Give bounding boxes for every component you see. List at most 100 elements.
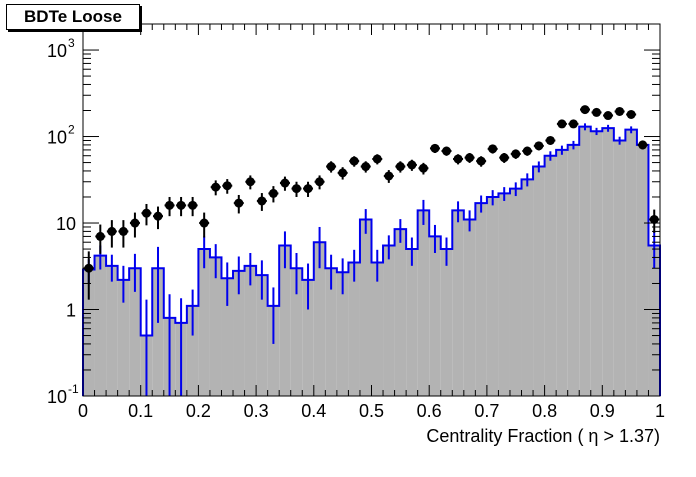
histogram-bar <box>394 229 407 396</box>
data-point <box>234 198 244 208</box>
y-tick-label-exponent: 2 <box>68 123 75 137</box>
histogram-bar <box>406 249 418 396</box>
histogram-bar <box>452 210 464 396</box>
histogram-bar <box>544 155 557 396</box>
data-point <box>349 156 359 166</box>
y-tick-label-base: 10 <box>47 387 67 407</box>
histogram-bar <box>302 279 314 396</box>
histogram-bar <box>267 305 280 396</box>
data-point <box>303 184 313 194</box>
histogram-bar <box>636 144 649 396</box>
data-point <box>568 119 578 129</box>
y-tick-label: 1 <box>66 301 76 321</box>
histogram-bar <box>221 278 234 396</box>
x-tick-label: 0.9 <box>590 401 615 421</box>
data-point <box>488 144 498 154</box>
histogram-bar <box>417 210 430 396</box>
data-point <box>418 163 428 173</box>
data-point <box>522 146 532 156</box>
data-point <box>188 200 198 210</box>
histogram-bar <box>152 268 164 396</box>
histogram-bar <box>613 140 626 396</box>
histogram-bar <box>117 279 130 396</box>
histogram-bar <box>279 245 291 396</box>
data-point <box>118 226 128 236</box>
data-point <box>615 106 625 116</box>
data-point <box>580 105 590 115</box>
data-point <box>603 111 613 121</box>
data-point <box>153 211 163 221</box>
histogram-bar <box>198 249 210 396</box>
x-tick-label: 0.1 <box>128 401 153 421</box>
data-point <box>165 200 175 210</box>
histogram-bar <box>625 129 637 396</box>
histogram-bar <box>567 144 580 396</box>
data-point <box>338 168 348 178</box>
histogram-bar <box>579 126 591 396</box>
x-tick-label: 0 <box>78 401 88 421</box>
histogram-bar <box>429 236 441 396</box>
data-point <box>176 200 186 210</box>
data-point <box>499 153 509 163</box>
histogram-bar <box>498 193 510 396</box>
x-tick-label: 0.5 <box>359 401 384 421</box>
histogram-bar <box>209 257 222 396</box>
chart-title: BDTe Loose <box>6 4 140 30</box>
histogram-bar <box>590 131 603 396</box>
data-point <box>407 160 417 170</box>
data-point <box>511 149 521 159</box>
data-point <box>534 141 544 151</box>
x-tick-label: 0.7 <box>474 401 499 421</box>
data-point <box>476 156 486 166</box>
data-point <box>245 177 255 187</box>
data-point <box>315 177 325 187</box>
y-tick-label-exponent: -1 <box>68 382 79 396</box>
data-point <box>268 188 278 198</box>
x-tick-label: 0.2 <box>186 401 211 421</box>
x-tick-label: 1 <box>655 401 665 421</box>
histogram-bar <box>486 196 499 396</box>
data-point <box>649 214 659 224</box>
x-axis-title: Centrality Fraction ( η > 1.37) <box>426 426 660 446</box>
x-tick-label: 0.6 <box>417 401 442 421</box>
data-point <box>592 107 602 117</box>
data-point <box>141 208 151 218</box>
histogram-bar <box>602 128 614 396</box>
histogram-bar <box>383 245 395 396</box>
x-tick-label: 0.4 <box>301 401 326 421</box>
x-tick-label: 0.3 <box>244 401 269 421</box>
histogram-bar <box>244 265 257 396</box>
histogram-bar <box>83 269 95 396</box>
histogram-bar <box>440 249 453 396</box>
data-point <box>361 162 371 172</box>
outline-histogram-line <box>82 125 661 396</box>
histogram-bar <box>533 166 545 396</box>
data-point <box>442 146 452 156</box>
data-point <box>465 153 475 163</box>
histogram-bar <box>233 270 245 396</box>
data-point <box>557 119 567 129</box>
y-tick-label-base: 10 <box>47 41 67 61</box>
data-point <box>222 181 232 191</box>
data-point <box>130 218 140 228</box>
histogram-bar <box>371 262 384 396</box>
data-point <box>257 196 267 206</box>
histogram-bar <box>359 219 372 396</box>
histogram-bar <box>313 242 326 396</box>
histogram-bar <box>106 265 118 396</box>
histogram-bar <box>463 219 476 396</box>
histogram-bar <box>129 268 141 396</box>
data-point <box>107 226 117 236</box>
data-point <box>326 162 336 172</box>
data-point <box>199 218 209 228</box>
y-tick-label: 10 <box>56 214 76 234</box>
y-tick-label-base: 10 <box>47 128 67 148</box>
histogram-bar <box>186 305 199 396</box>
data-point <box>95 231 105 241</box>
histogram-bar <box>336 272 349 396</box>
histogram-bar <box>256 275 268 396</box>
histogram-bar <box>509 188 522 396</box>
data-point <box>638 140 648 150</box>
